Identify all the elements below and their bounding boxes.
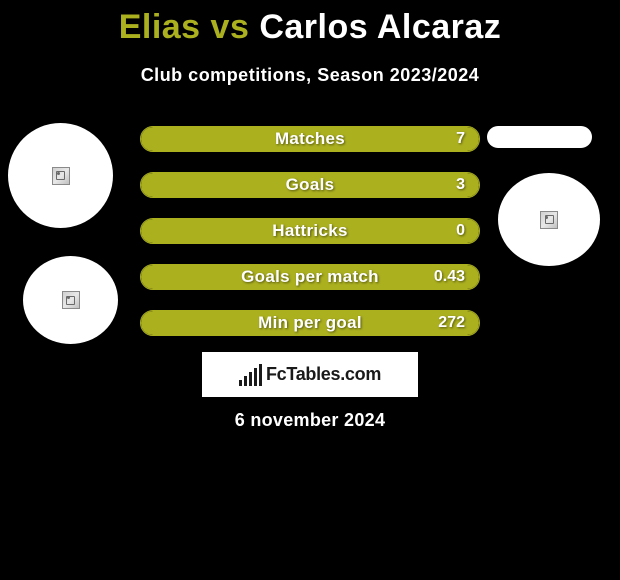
player-avatar-4 [498, 173, 600, 266]
player-avatar-2 [23, 256, 118, 344]
player2-name: Carlos Alcaraz [259, 8, 501, 46]
stat-value: 272 [438, 314, 465, 332]
stat-label: Goals [286, 175, 335, 195]
logo-content: FcTables.com [239, 364, 381, 386]
stat-row-min-per-goal: Min per goal 272 [140, 310, 480, 336]
player-avatar-1 [8, 123, 113, 228]
stat-row-goals-per-match: Goals per match 0.43 [140, 264, 480, 290]
placeholder-image-icon [540, 211, 558, 229]
fctables-logo: FcTables.com [202, 352, 418, 397]
player1-name: Elias [119, 8, 201, 46]
stat-row-matches: Matches 7 [140, 126, 480, 152]
stat-value: 3 [456, 176, 465, 194]
date-text: 6 november 2024 [235, 410, 386, 431]
placeholder-image-icon [62, 291, 80, 309]
logo-text: FcTables.com [266, 364, 381, 385]
stats-container: Matches 7 Goals 3 Hattricks 0 Goals per … [140, 126, 480, 356]
vs-text: vs [211, 8, 250, 46]
stat-label: Min per goal [258, 313, 362, 333]
player-avatar-3 [487, 126, 592, 148]
logo-bars-icon [239, 364, 262, 386]
stat-value: 0.43 [434, 268, 465, 286]
comparison-title: Elias vs Carlos Alcaraz [0, 0, 620, 47]
stat-row-hattricks: Hattricks 0 [140, 218, 480, 244]
stat-label: Goals per match [241, 267, 379, 287]
stat-value: 7 [456, 130, 465, 148]
stat-value: 0 [456, 222, 465, 240]
stat-label: Matches [275, 129, 345, 149]
stat-label: Hattricks [272, 221, 347, 241]
placeholder-image-icon [52, 167, 70, 185]
stat-row-goals: Goals 3 [140, 172, 480, 198]
subtitle: Club competitions, Season 2023/2024 [0, 65, 620, 86]
